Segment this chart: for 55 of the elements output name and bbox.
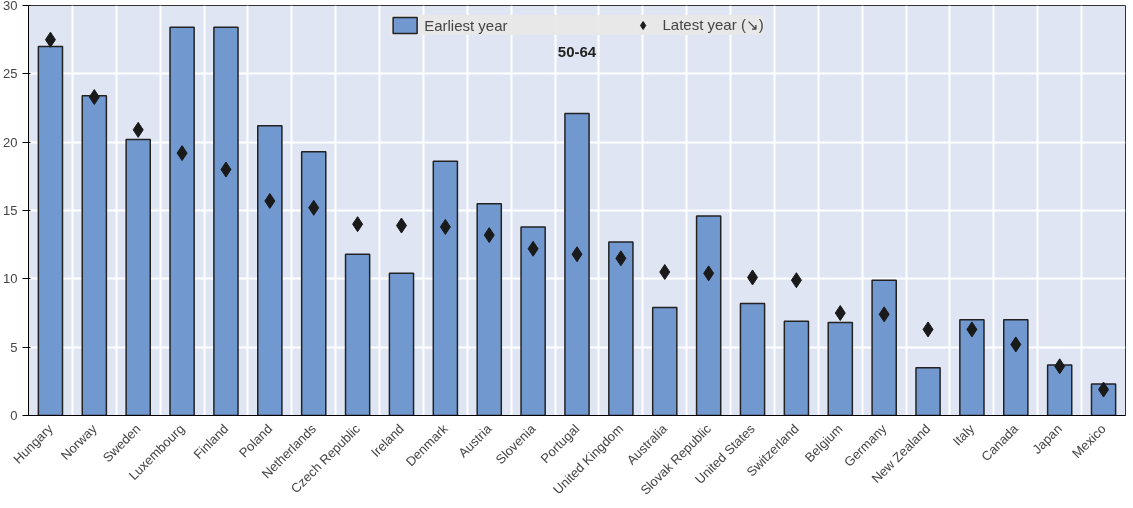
point — [922, 321, 934, 338]
bar — [344, 253, 371, 416]
point — [395, 217, 407, 234]
bar — [695, 215, 722, 416]
bar — [739, 302, 766, 416]
bar — [169, 26, 195, 416]
point — [790, 272, 802, 289]
legend-label: Earliest year — [424, 16, 508, 34]
bar — [651, 306, 678, 416]
point — [703, 265, 715, 282]
point — [439, 218, 451, 235]
point — [527, 240, 539, 257]
bar — [213, 26, 239, 416]
point — [44, 31, 56, 48]
bar — [257, 125, 283, 416]
point — [747, 269, 759, 286]
point — [1098, 381, 1110, 398]
bar — [388, 272, 415, 416]
point — [571, 246, 583, 263]
y-tick-label: 5 — [10, 339, 18, 355]
bar — [608, 241, 634, 416]
y-tick-label: 25 — [3, 66, 18, 82]
bar — [959, 319, 985, 416]
bar — [520, 226, 546, 416]
point — [483, 227, 495, 244]
point — [1054, 358, 1066, 375]
point — [132, 121, 144, 138]
legend-label: Latest year (↘) — [662, 16, 764, 34]
point — [966, 321, 978, 338]
y-tick-label: 30 — [3, 0, 18, 13]
point — [308, 199, 320, 216]
bar — [871, 279, 897, 416]
point — [88, 89, 100, 106]
bar — [783, 320, 810, 416]
x-tick-label: Italy — [949, 420, 978, 449]
point — [878, 306, 890, 323]
bar — [1002, 319, 1029, 416]
point — [220, 161, 232, 178]
bar — [564, 112, 590, 416]
point — [659, 264, 671, 280]
point — [1010, 336, 1022, 353]
point — [264, 192, 276, 209]
y-tick-label: 15 — [3, 203, 18, 218]
point — [834, 305, 846, 321]
bar — [300, 150, 327, 416]
point — [352, 216, 364, 233]
bar — [476, 202, 503, 416]
bar — [432, 160, 459, 416]
point — [176, 145, 188, 162]
y-tick-label: 20 — [3, 134, 18, 150]
annotation: 50-64 — [557, 42, 597, 60]
y-tick-label: 0 — [10, 408, 18, 423]
point — [615, 250, 627, 267]
bar — [915, 366, 941, 416]
y-tick-label: 10 — [3, 271, 18, 287]
